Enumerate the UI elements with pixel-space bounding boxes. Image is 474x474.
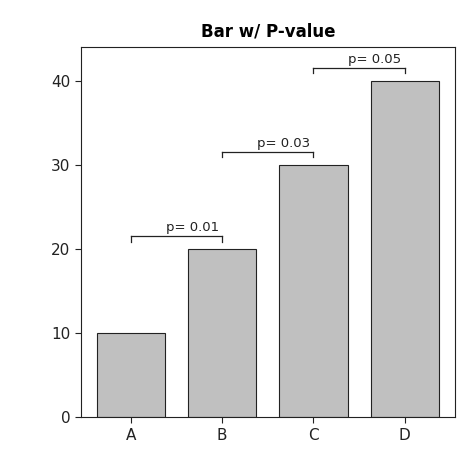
Bar <box>279 165 348 417</box>
Text: p= 0.03: p= 0.03 <box>257 137 310 150</box>
Bar <box>371 81 439 417</box>
Bar <box>97 333 165 417</box>
Bar <box>188 249 256 417</box>
Text: p= 0.01: p= 0.01 <box>165 221 219 234</box>
Text: p= 0.05: p= 0.05 <box>348 53 401 66</box>
Title: Bar w/ P-value: Bar w/ P-value <box>201 22 335 40</box>
